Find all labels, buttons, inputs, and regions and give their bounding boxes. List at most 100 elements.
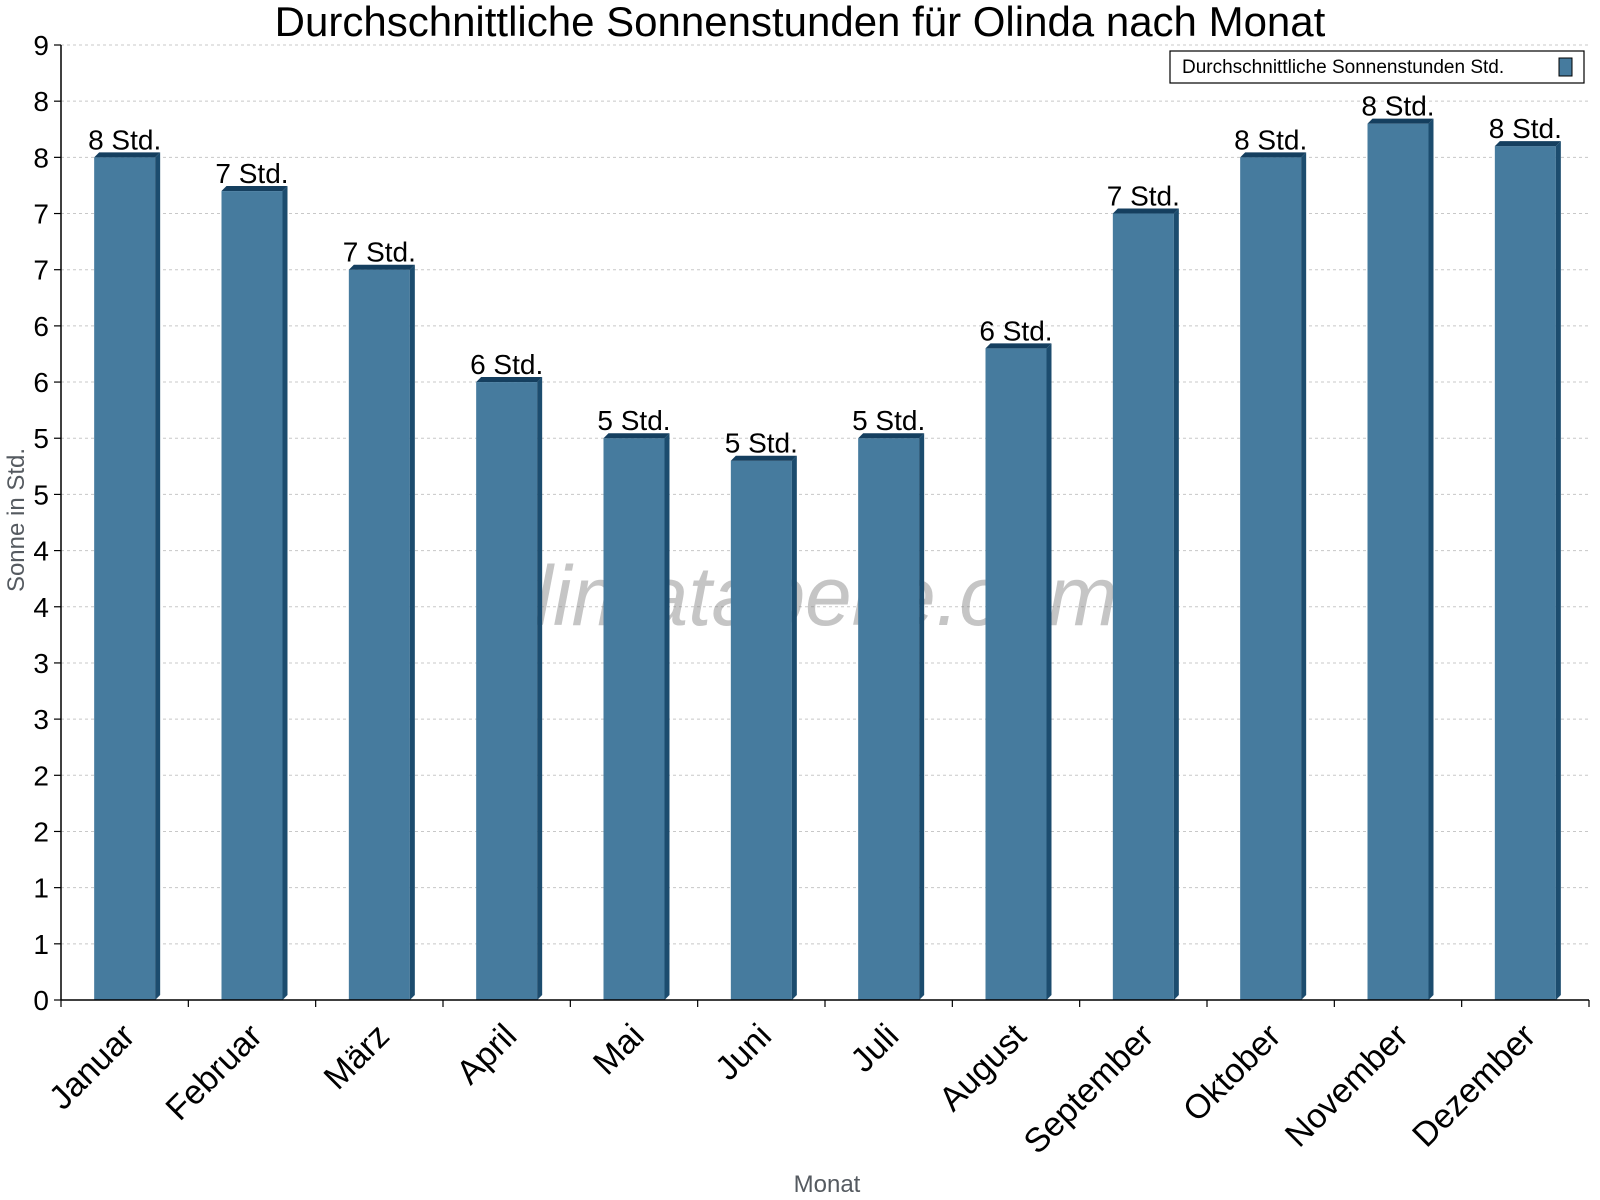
bar-top [94, 152, 161, 158]
bar [1112, 208, 1179, 1000]
data-label: 8 Std. [1234, 124, 1307, 155]
grid-lines [61, 44, 1589, 945]
bar [730, 455, 797, 1000]
bar-front [730, 460, 792, 1000]
y-tick-label: 0 [33, 985, 49, 1016]
bar-front [858, 438, 920, 1000]
bar-side [1555, 141, 1561, 1000]
bar-front [1112, 213, 1174, 1000]
x-tick-label: September [1017, 1017, 1161, 1161]
bar-front [1494, 146, 1556, 1000]
bar-front [1367, 123, 1429, 1001]
x-tick-label: Oktober [1176, 1017, 1288, 1129]
data-label: 8 Std. [88, 124, 161, 155]
bar-front [94, 157, 156, 1001]
data-label: 5 Std. [852, 405, 925, 436]
y-tick-label: 4 [33, 592, 49, 623]
x-tick-label: Mai [586, 1017, 652, 1083]
bar [858, 433, 925, 1000]
x-tick-label: Juli [843, 1017, 906, 1080]
y-tick-label: 2 [33, 760, 49, 791]
bar [94, 152, 161, 1001]
x-tick-label: Februar [159, 1017, 270, 1128]
y-tick-label: 1 [33, 873, 49, 904]
bar-side [664, 433, 670, 1000]
x-tick-label: August [932, 1016, 1034, 1118]
bar-front [348, 269, 410, 1000]
bar [1367, 118, 1434, 1001]
bar-side [1428, 118, 1434, 1001]
y-axis-label: Sonne in Std. [3, 448, 30, 592]
data-label: 6 Std. [979, 315, 1052, 346]
x-axis-label: Monat [794, 1171, 861, 1198]
x-tick-label: Januar [42, 1017, 142, 1117]
bar-side [1173, 208, 1179, 1000]
bar [221, 186, 288, 1000]
bar-top [1240, 152, 1307, 158]
bar-top [1112, 208, 1179, 214]
bar [476, 377, 543, 1000]
y-tick-label: 8 [33, 142, 49, 173]
data-label: 5 Std. [725, 428, 798, 459]
bar [985, 343, 1052, 1001]
bar-front [476, 382, 538, 1000]
data-label: 8 Std. [1361, 91, 1434, 122]
legend: Durchschnittliche Sonnenstunden Std. [1169, 50, 1585, 84]
y-tick-label: 3 [33, 704, 49, 735]
y-tick-label: 6 [33, 311, 49, 342]
x-tick-label: März [317, 1017, 397, 1097]
bar-side [282, 186, 288, 1000]
bar-side [155, 152, 161, 1001]
bar-front [221, 191, 283, 1000]
data-label: 8 Std. [1489, 113, 1562, 144]
bar-top [1367, 118, 1434, 124]
x-tick-labels: Januar Februar März April Mai Juni Juli AugustS… [42, 1016, 1543, 1161]
y-tick-label: 6 [33, 367, 49, 398]
x-tick-label: April [449, 1017, 524, 1092]
bar-side [1046, 343, 1052, 1001]
y-tick-label: 5 [33, 423, 49, 454]
x-tick-label: Dezember [1405, 1017, 1543, 1155]
bar [1240, 152, 1307, 1001]
x-tick-label: Juni [708, 1017, 779, 1088]
x-tick-label: November [1278, 1017, 1416, 1155]
y-tick-label: 4 [33, 536, 49, 567]
bar [348, 264, 415, 1000]
axes [54, 44, 1590, 1007]
bar-top [348, 264, 415, 270]
bar-top [985, 343, 1052, 349]
bar-side [409, 264, 415, 1000]
bar-side [1301, 152, 1307, 1001]
bar-top [221, 186, 288, 192]
y-tick-label: 5 [33, 479, 49, 510]
y-tick-label: 7 [33, 255, 49, 286]
data-label: 6 Std. [470, 349, 543, 380]
bar-side [537, 377, 543, 1000]
chart-title: Durchschnittliche Sonnenstunden für Olin… [275, 0, 1326, 45]
bar-top [1494, 141, 1561, 147]
bar [603, 433, 670, 1000]
bar [1494, 141, 1561, 1000]
data-labels: 8 Std. 7 Std. 7 Std. 6 Std. 5 Std. 5 Std. 5 St… [88, 91, 1562, 459]
y-tick-label: 8 [33, 86, 49, 117]
data-label: 7 Std. [343, 237, 416, 268]
bar-top [476, 377, 543, 383]
bar-front [985, 348, 1047, 1001]
bar-front [603, 438, 665, 1000]
y-tick-label: 2 [33, 816, 49, 847]
y-tick-label: 9 [33, 30, 49, 61]
legend-label: Durchschnittliche Sonnenstunden Std. [1182, 57, 1504, 78]
y-tick-labels: 0 1 1 2 2 3 3 4 4 5 5 6 6 7 7 8 8 9 [33, 30, 49, 1016]
y-tick-label: 3 [33, 648, 49, 679]
bar-front [1240, 157, 1302, 1001]
bar-side [919, 433, 925, 1000]
legend-swatch [1558, 57, 1573, 77]
data-label: 5 Std. [597, 405, 670, 436]
bar-top [603, 433, 670, 439]
data-label: 7 Std. [1107, 181, 1180, 212]
bar-side [791, 455, 797, 1000]
legend-box [1169, 50, 1585, 84]
bar-top [730, 455, 797, 461]
bars [94, 118, 1561, 1001]
